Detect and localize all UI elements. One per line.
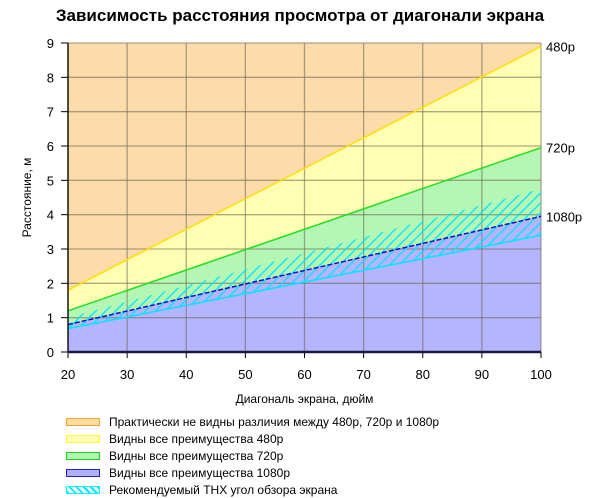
y-axis-label: Расстояние, м [20, 158, 34, 238]
legend-swatch [66, 417, 100, 426]
legend-swatch [66, 485, 100, 494]
svg-text:90: 90 [475, 367, 489, 382]
legend-label: Видны все преимущества 720p [109, 448, 284, 463]
svg-text:20: 20 [61, 367, 75, 382]
legend-swatch [66, 468, 100, 477]
svg-text:7: 7 [47, 105, 54, 120]
svg-text:8: 8 [47, 70, 54, 85]
legend-item: Практически не видны различия между 480p… [66, 413, 439, 430]
line-label-1080p: 1080p [546, 209, 582, 224]
svg-text:1: 1 [47, 311, 54, 326]
svg-text:70: 70 [356, 367, 370, 382]
legend-label: Видны все преимущества 480p [109, 431, 284, 446]
line-label-720p: 720p [546, 141, 575, 156]
svg-text:5: 5 [47, 173, 54, 188]
svg-text:30: 30 [120, 367, 134, 382]
svg-text:9: 9 [47, 36, 54, 51]
svg-text:2: 2 [47, 276, 54, 291]
legend-item: Рекомендуемый THX угол обзора экрана [66, 481, 439, 498]
svg-text:6: 6 [47, 139, 54, 154]
svg-text:3: 3 [47, 242, 54, 257]
x-axis-label: Диагональ экрана, дюйм [236, 392, 374, 406]
svg-text:60: 60 [297, 367, 311, 382]
svg-text:100: 100 [530, 367, 552, 382]
legend-item: Видны все преимущества 720p [66, 447, 439, 464]
svg-text:40: 40 [179, 367, 193, 382]
legend-swatch [66, 434, 100, 443]
region-thx [68, 188, 541, 329]
legend-label: Практически не видны различия между 480p… [109, 414, 440, 429]
legend-label: Рекомендуемый THX угол обзора экрана [109, 482, 338, 497]
legend-item: Видны все преимущества 1080p [66, 464, 439, 481]
svg-text:50: 50 [238, 367, 252, 382]
legend-label: Видны все преимущества 1080p [109, 465, 291, 480]
svg-text:4: 4 [47, 208, 54, 223]
legend-swatch [66, 451, 100, 460]
legend-item: Видны все преимущества 480p [66, 430, 439, 447]
chart-legend: Практически не видны различия между 480p… [66, 413, 439, 498]
svg-text:80: 80 [416, 367, 430, 382]
chart-title: Зависимость расстояния просмотра от диаг… [55, 6, 545, 25]
chart-plot: 0 1 2 3 4 5 6 7 8 9 20 30 40 50 60 70 80 90 100 480p 720p 108… [20, 36, 582, 406]
line-label-480p: 480p [546, 39, 575, 54]
svg-text:0: 0 [47, 345, 54, 360]
